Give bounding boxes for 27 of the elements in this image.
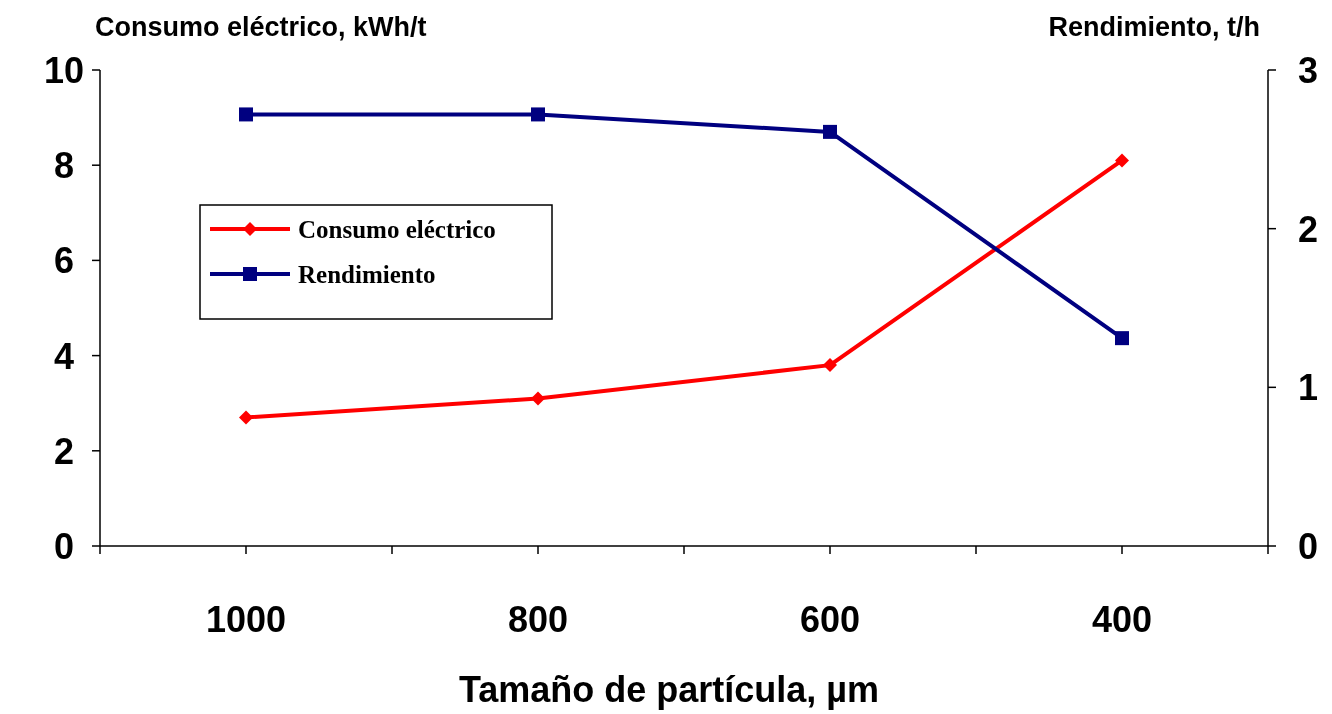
point — [823, 124, 837, 139]
y2-tick-label: 2 — [1297, 208, 1319, 250]
y2-axis-title: Rendimiento, t/h — [1048, 12, 1260, 42]
x-tick-label: 1000 — [205, 599, 287, 640]
point — [239, 107, 253, 122]
point — [1115, 331, 1129, 346]
x-tick-label: 600 — [799, 599, 861, 640]
y-tick-label: 0 — [53, 526, 75, 567]
legend-label: Consumo eléctrico — [298, 216, 496, 243]
point — [531, 391, 545, 406]
y2-tick-label: 1 — [1297, 367, 1319, 409]
y-tick-label: 2 — [53, 430, 75, 472]
y-axis-title: Consumo eléctrico, kWh/t — [95, 12, 427, 42]
point — [531, 107, 545, 122]
legend-label: Rendimiento — [298, 261, 436, 288]
y-tick-label: 4 — [53, 335, 75, 377]
point — [239, 410, 253, 425]
point — [1115, 153, 1129, 168]
point — [823, 358, 837, 373]
x-tick-label: 800 — [507, 599, 569, 640]
y-tick-label: 6 — [53, 240, 75, 282]
y-tick-label: 8 — [53, 145, 75, 187]
x-tick-label: 400 — [1091, 599, 1153, 640]
y2-tick-label: 0 — [1297, 526, 1319, 567]
y2-tick-label: 3 — [1297, 50, 1319, 91]
x-axis-title: Tamaño de partícula, µm — [458, 669, 880, 710]
y-tick-label: 10 — [43, 50, 85, 91]
